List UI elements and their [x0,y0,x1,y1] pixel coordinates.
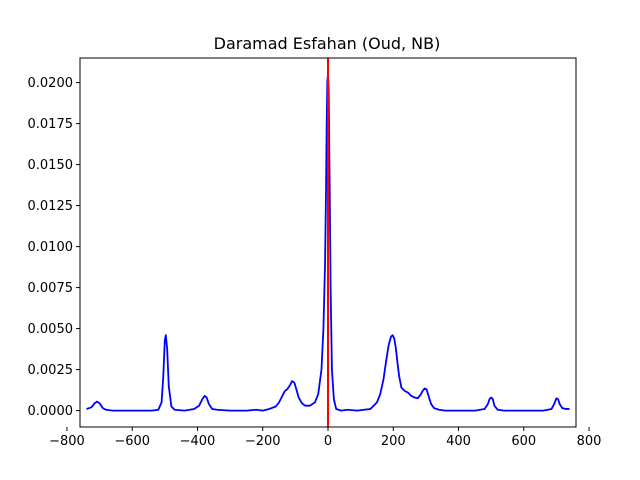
chart-title: Daramad Esfahan (Oud, NB) [214,34,441,53]
plot-area [86,58,570,427]
y-axis: 0.0000 0.0025 0.0050 0.0075 0.0100 0.0125 0.01… [28,76,80,419]
x-tick-label: −800 [49,434,85,449]
x-tick-label: −600 [114,434,150,449]
x-tick-label: 400 [446,434,471,449]
y-tick-label: 0.0200 [28,76,74,91]
y-tick-label: 0.0075 [28,281,74,296]
y-tick-label: 0.0050 [28,322,74,337]
x-tick-label: −400 [180,434,216,449]
y-tick-label: 0.0025 [28,363,74,378]
x-tick-label: 200 [381,434,406,449]
x-tick-label: −200 [245,434,281,449]
x-tick-label: 800 [577,434,602,449]
y-tick-label: 0.0175 [28,117,74,132]
y-tick-label: 0.0100 [28,240,74,255]
y-tick-label: 0.0000 [28,404,74,419]
x-axis: −800 −600 −400 −200 0 200 400 600 800 [49,427,601,449]
series-line-0 [86,73,570,412]
x-tick-label: 0 [324,434,332,449]
y-tick-label: 0.0125 [28,199,74,214]
y-tick-label: 0.0150 [28,158,74,173]
x-tick-label: 600 [511,434,536,449]
